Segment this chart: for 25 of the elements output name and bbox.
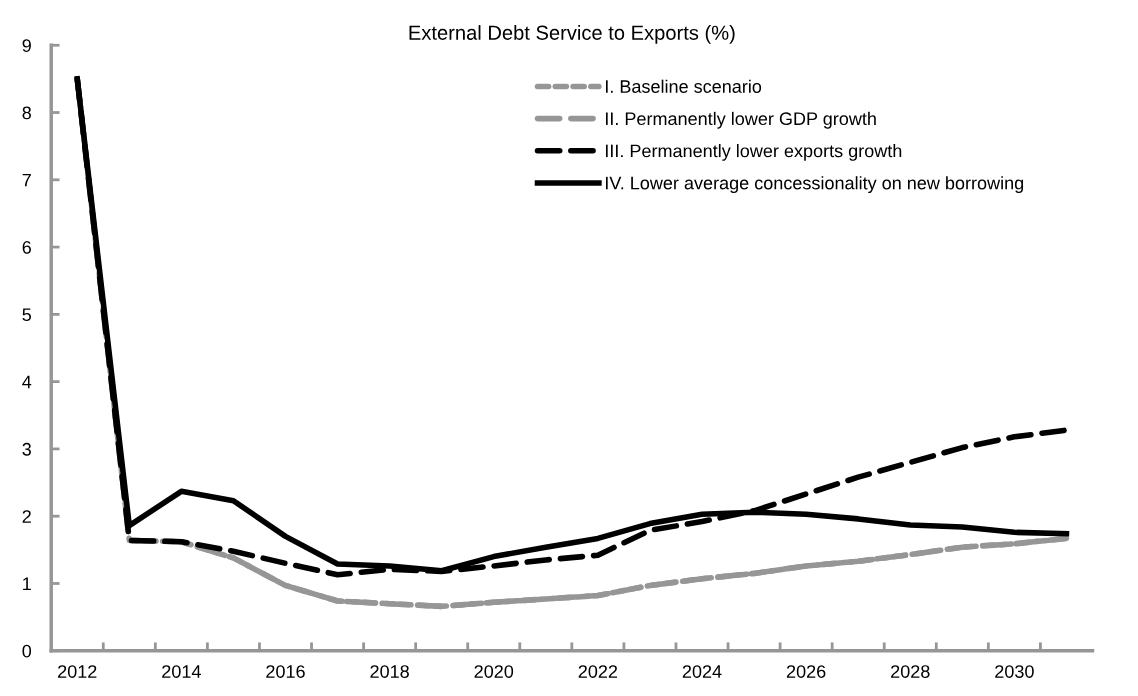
x-tick-label: 2018 (370, 665, 409, 678)
y-tick-label: 3 (22, 442, 31, 456)
y-tick-label: 9 (22, 39, 31, 52)
x-tick-label: 2030 (995, 665, 1034, 678)
legend-label: III. Permanently lower exports growth (605, 144, 902, 161)
chart-title: External Debt Service to Exports (%) (409, 25, 735, 44)
y-tick-label: 0 (22, 644, 32, 658)
legend-label: I. Baseline scenario (605, 79, 762, 93)
x-tick-label: 2012 (58, 665, 97, 678)
x-tick-label: 2016 (266, 665, 305, 678)
legend-label: II. Permanently lower GDP growth (605, 111, 876, 129)
x-tick-label: 2028 (891, 665, 930, 678)
y-tick-label: 2 (22, 510, 31, 523)
legend-label: IV. Lower average concessionality on new borrowing (605, 176, 1024, 194)
x-tick-label: 2020 (474, 665, 514, 678)
y-tick-label: 1 (23, 577, 31, 591)
y-tick-label: 8 (22, 106, 31, 120)
x-tick-label: 2022 (578, 665, 618, 678)
x-tick-label: 2024 (682, 665, 722, 678)
x-tick-label: 2014 (162, 665, 201, 678)
y-tick-label: 7 (22, 173, 31, 187)
y-tick-label: 4 (22, 375, 32, 389)
x-tick-label: 2026 (786, 665, 826, 678)
y-tick-label: 5 (22, 308, 32, 322)
y-tick-label: 6 (22, 241, 31, 254)
